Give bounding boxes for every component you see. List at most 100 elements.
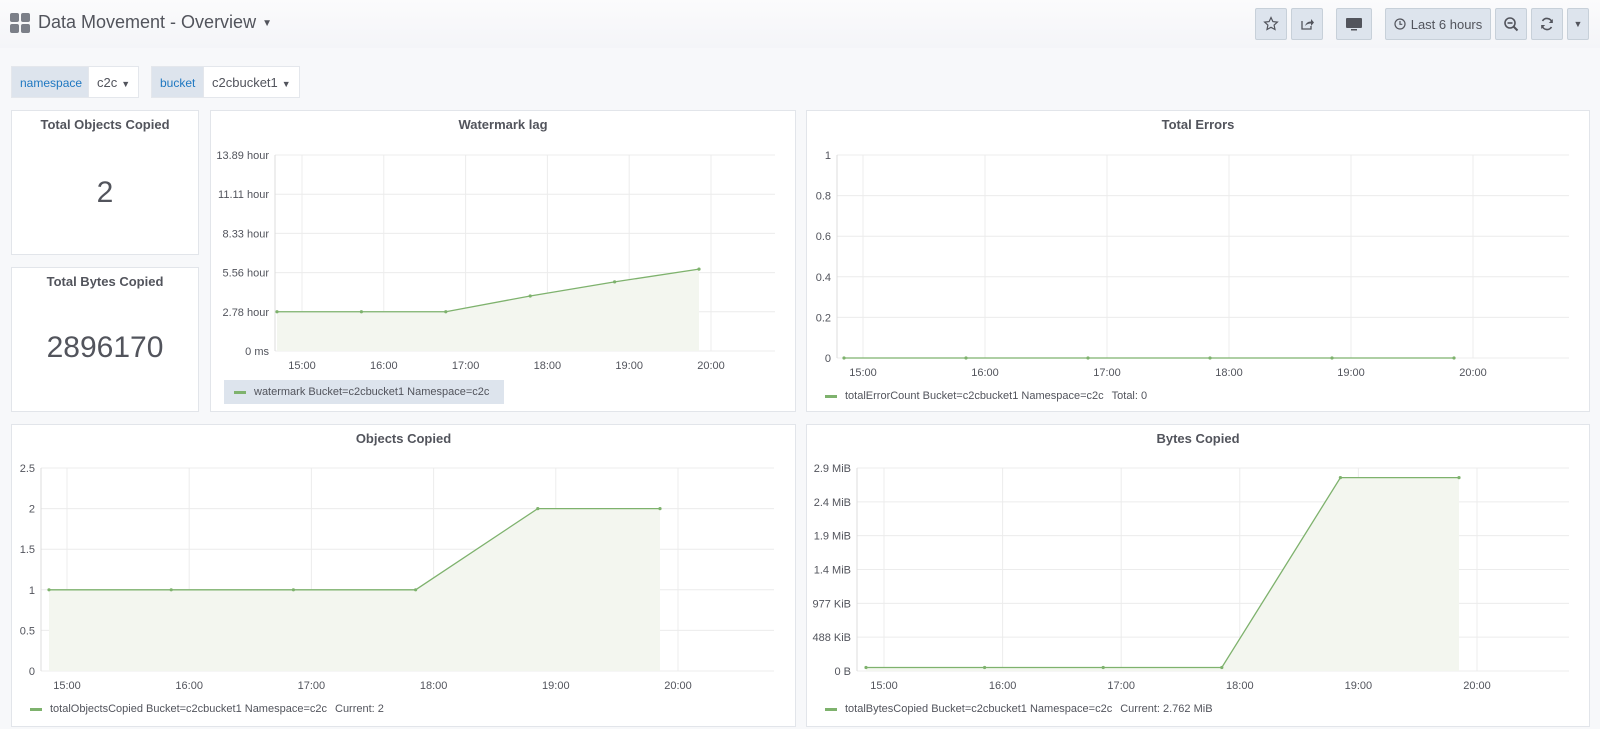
variable-value-bucket: c2cbucket1	[212, 75, 278, 90]
x-tick-label: 16:00	[971, 367, 999, 379]
panel-title: Total Errors	[1161, 117, 1235, 132]
panel-title: Total Bytes Copied	[46, 274, 164, 289]
series-line	[49, 507, 660, 591]
x-tick-label: 19:00	[615, 360, 643, 372]
x-tick-label: 17:00	[298, 680, 326, 692]
data-point	[444, 310, 448, 314]
tv-icon	[1345, 16, 1363, 32]
y-tick-label: 0 B	[834, 666, 851, 678]
legend-swatch	[825, 394, 837, 398]
data-point	[1086, 356, 1090, 360]
y-tick-label: 977 KiB	[812, 598, 851, 610]
x-tick-label: 16:00	[175, 680, 203, 692]
dashboard-title[interactable]: Data Movement - Overview ▼	[38, 12, 272, 33]
dashboard-grid-icon[interactable]	[10, 13, 30, 33]
x-tick-label: 15:00	[288, 360, 316, 372]
data-point	[275, 310, 279, 314]
share-button[interactable]	[1291, 8, 1323, 40]
panel-bytes-copied[interactable]: Bytes Copied 0 B 488 KiB 977 KiB 1.4 MiB 1.9…	[806, 424, 1590, 727]
x-tick-label: 18:00	[534, 360, 562, 372]
panel-total-errors[interactable]: Total Errors 0 0.2 0.4 0.6 0.8 1 15:00 16:00 17:…	[806, 110, 1590, 412]
y-tick-label: 11.11 hour	[218, 189, 269, 201]
legend-item[interactable]: totalObjectsCopied Bucket=c2cbucket1 Nam…	[20, 701, 394, 717]
variable-label-bucket: bucket	[151, 66, 204, 98]
panel-title: Objects Copied	[355, 431, 452, 446]
y-tick-label: 0.5	[20, 625, 35, 637]
y-tick-label: 0.4	[816, 272, 831, 284]
legend-swatch	[30, 707, 42, 711]
x-tick-label: 17:00	[452, 360, 480, 372]
y-tick-label: 0	[29, 666, 35, 678]
bytes-copied-chart: 0 B 488 KiB 977 KiB 1.4 MiB 1.9 MiB 2.4 MiB 2.…	[812, 463, 1569, 692]
tv-mode-button[interactable]	[1336, 8, 1372, 40]
caret-down-icon: ▼	[121, 79, 131, 89]
panel-total-bytes-copied[interactable]: Total Bytes Copied 2896170	[11, 267, 199, 412]
x-tick-label: 19:00	[1345, 680, 1373, 692]
data-point	[536, 507, 540, 511]
x-tick-label: 19:00	[542, 680, 570, 692]
data-point	[1457, 476, 1461, 480]
legend-item[interactable]: totalBytesCopied Bucket=c2cbucket1 Names…	[815, 701, 1223, 717]
y-tick-label: 0 ms	[245, 346, 269, 358]
objects-copied-chart: 0 0.5 1 1.5 2 2.5 15:00 16:00 17:00 18:00 19:00 20:…	[20, 463, 774, 692]
star-icon	[1263, 16, 1279, 32]
x-tick-label: 19:00	[1337, 367, 1365, 379]
variable-select-namespace[interactable]: c2c ▼	[88, 66, 140, 98]
y-tick-label: 0	[825, 353, 831, 365]
refresh-interval-button[interactable]: ▼	[1567, 8, 1589, 40]
data-point	[864, 665, 868, 670]
legend-label: totalObjectsCopied Bucket=c2cbucket1 Nam…	[50, 703, 327, 715]
panel-title: Watermark lag	[458, 117, 548, 132]
x-tick-label: 15:00	[53, 680, 81, 692]
legend-label: totalBytesCopied Bucket=c2cbucket1 Names…	[845, 703, 1113, 715]
x-tick-label: 20:00	[1459, 367, 1487, 379]
y-tick-label: 488 KiB	[812, 632, 851, 644]
panel-objects-copied[interactable]: Objects Copied 0 0.5 1 1.5 2 2.5 15:00 16:00 17:…	[11, 424, 796, 727]
data-point	[658, 507, 662, 511]
y-tick-label: 1.4 MiB	[814, 565, 851, 577]
legend-swatch	[234, 390, 246, 394]
series-area	[866, 477, 1459, 671]
y-tick-label: 13.89 hour	[216, 150, 269, 162]
panel-title: Total Objects Copied	[40, 117, 170, 132]
star-button[interactable]	[1255, 8, 1287, 40]
zoom-out-button[interactable]	[1495, 8, 1527, 40]
data-point	[964, 356, 968, 360]
y-tick-label: 0.2	[816, 312, 831, 324]
y-tick-label: 2.78 hour	[223, 307, 270, 319]
data-point	[414, 588, 418, 592]
time-range-picker[interactable]: Last 6 hours	[1385, 8, 1491, 40]
x-tick-label: 17:00	[1093, 367, 1121, 379]
data-point	[169, 588, 173, 592]
x-tick-label: 18:00	[1226, 680, 1254, 692]
legend-label: watermark Bucket=c2cbucket1 Namespace=c2…	[254, 386, 490, 398]
x-tick-label: 20:00	[1463, 680, 1491, 692]
data-point	[697, 267, 701, 271]
x-tick-label: 17:00	[1107, 680, 1135, 692]
data-point	[1330, 356, 1334, 360]
data-point	[1452, 356, 1456, 360]
variable-select-bucket[interactable]: c2cbucket1 ▼	[203, 66, 300, 98]
caret-down-icon: ▼	[1573, 19, 1583, 29]
refresh-button[interactable]	[1531, 8, 1563, 40]
x-tick-label: 15:00	[870, 680, 898, 692]
data-point	[528, 294, 532, 298]
clock-icon	[1394, 18, 1406, 30]
y-tick-label: 1	[825, 150, 831, 162]
stat-value-objects: 2	[96, 176, 114, 209]
y-tick-label: 1.5	[20, 544, 35, 556]
legend-item[interactable]: totalErrorCount Bucket=c2cbucket1 Namesp…	[815, 388, 1157, 404]
x-tick-label: 20:00	[664, 680, 692, 692]
dashboard-title-text: Data Movement - Overview	[38, 12, 257, 32]
panel-watermark-lag[interactable]: Watermark lag 0 ms 2.78 hour 5.56 hour 8.33…	[210, 110, 796, 412]
data-point	[1208, 356, 1212, 360]
watermark-lag-chart: 0 ms 2.78 hour 5.56 hour 8.33 hour 11.11 hou…	[216, 150, 775, 372]
panel-total-objects-copied[interactable]: Total Objects Copied 2	[11, 110, 199, 255]
data-point	[1101, 665, 1105, 670]
variable-value-namespace: c2c	[97, 75, 118, 90]
y-tick-label: 2.5	[20, 463, 35, 475]
y-tick-label: 0.6	[816, 231, 831, 243]
data-point	[983, 665, 987, 670]
legend-item[interactable]: watermark Bucket=c2cbucket1 Namespace=c2…	[224, 380, 504, 404]
y-tick-label: 8.33 hour	[223, 228, 270, 240]
